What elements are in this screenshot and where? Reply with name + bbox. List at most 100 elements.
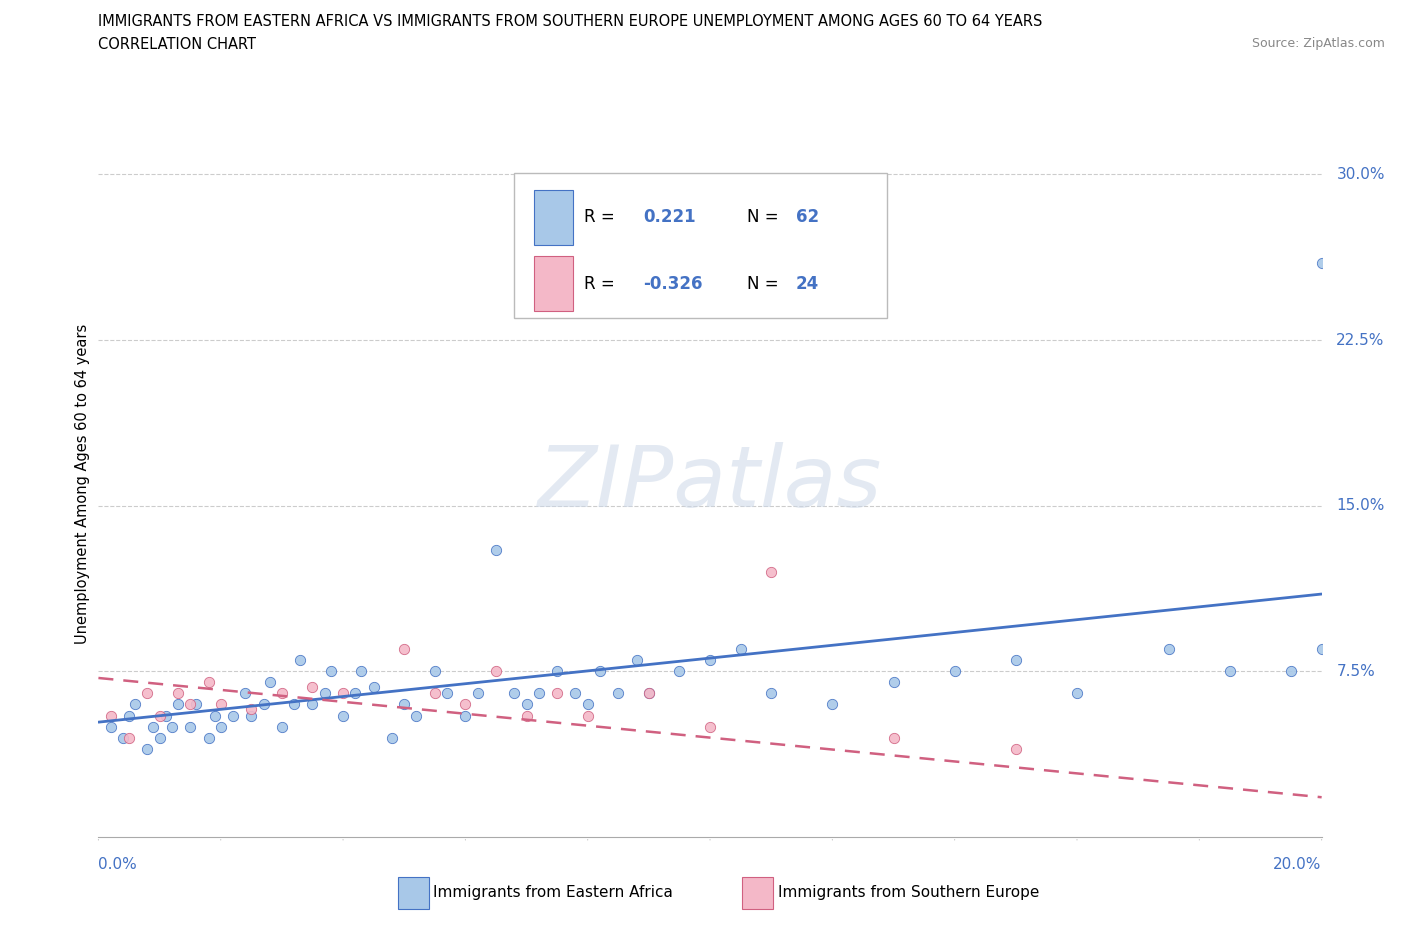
Point bbox=[124, 698, 146, 712]
Point bbox=[699, 653, 721, 668]
Text: IMMIGRANTS FROM EASTERN AFRICA VS IMMIGRANTS FROM SOUTHERN EUROPE UNEMPLOYMENT A: IMMIGRANTS FROM EASTERN AFRICA VS IMMIGR… bbox=[98, 14, 1043, 29]
Point bbox=[821, 698, 844, 712]
Point bbox=[467, 686, 489, 701]
Point bbox=[381, 730, 404, 745]
Text: 15.0%: 15.0% bbox=[1336, 498, 1385, 513]
Point bbox=[436, 686, 458, 701]
Point bbox=[576, 698, 599, 712]
Text: Source: ZipAtlas.com: Source: ZipAtlas.com bbox=[1251, 37, 1385, 50]
Point bbox=[160, 719, 183, 734]
Point bbox=[1219, 664, 1241, 679]
Text: ZIPatlas: ZIPatlas bbox=[538, 442, 882, 525]
Point bbox=[240, 708, 263, 723]
Point bbox=[179, 698, 201, 712]
Point bbox=[1066, 686, 1088, 701]
Text: Immigrants from Eastern Africa: Immigrants from Eastern Africa bbox=[433, 885, 673, 900]
Point bbox=[516, 708, 538, 723]
Point bbox=[344, 686, 367, 701]
Point bbox=[454, 698, 477, 712]
Text: N =: N = bbox=[747, 208, 779, 227]
Point bbox=[283, 698, 305, 712]
Point bbox=[405, 708, 427, 723]
Text: CORRELATION CHART: CORRELATION CHART bbox=[98, 37, 256, 52]
Point bbox=[136, 741, 159, 756]
Point bbox=[503, 686, 526, 701]
Point bbox=[252, 698, 274, 712]
Point bbox=[576, 708, 599, 723]
Point bbox=[637, 686, 661, 701]
Point bbox=[350, 664, 373, 679]
Point bbox=[759, 686, 782, 701]
Point bbox=[155, 708, 177, 723]
FancyBboxPatch shape bbox=[534, 256, 574, 312]
Point bbox=[883, 675, 905, 690]
Point bbox=[637, 686, 661, 701]
Point bbox=[943, 664, 966, 679]
Text: 0.0%: 0.0% bbox=[98, 857, 138, 871]
Point bbox=[730, 642, 752, 657]
Text: 22.5%: 22.5% bbox=[1336, 333, 1385, 348]
Point bbox=[392, 698, 416, 712]
Point bbox=[118, 730, 141, 745]
Point bbox=[392, 642, 416, 657]
Point bbox=[516, 698, 538, 712]
Text: 0.221: 0.221 bbox=[643, 208, 696, 227]
Point bbox=[209, 719, 232, 734]
Point bbox=[167, 686, 190, 701]
Point bbox=[626, 653, 648, 668]
Point bbox=[1157, 642, 1180, 657]
Point bbox=[589, 664, 612, 679]
Point bbox=[1279, 664, 1302, 679]
Y-axis label: Unemployment Among Ages 60 to 64 years: Unemployment Among Ages 60 to 64 years bbox=[75, 324, 90, 644]
FancyBboxPatch shape bbox=[534, 190, 574, 246]
Point bbox=[259, 675, 281, 690]
Point bbox=[233, 686, 256, 701]
Point bbox=[332, 708, 354, 723]
Point bbox=[485, 664, 508, 679]
Text: R =: R = bbox=[583, 208, 614, 227]
Point bbox=[197, 730, 219, 745]
Text: R =: R = bbox=[583, 274, 614, 293]
Text: Immigrants from Southern Europe: Immigrants from Southern Europe bbox=[778, 885, 1039, 900]
Point bbox=[527, 686, 550, 701]
Point bbox=[136, 686, 159, 701]
Point bbox=[100, 719, 122, 734]
Point bbox=[149, 708, 172, 723]
Point bbox=[142, 719, 165, 734]
Point bbox=[564, 686, 586, 701]
Point bbox=[290, 653, 312, 668]
Point bbox=[301, 698, 323, 712]
Point bbox=[454, 708, 477, 723]
Text: 24: 24 bbox=[796, 274, 818, 293]
Point bbox=[546, 686, 568, 701]
Point bbox=[167, 698, 190, 712]
Point bbox=[699, 719, 721, 734]
Text: 30.0%: 30.0% bbox=[1336, 166, 1385, 182]
Text: 7.5%: 7.5% bbox=[1336, 664, 1375, 679]
Point bbox=[319, 664, 342, 679]
Point bbox=[1310, 642, 1333, 657]
Point bbox=[270, 719, 292, 734]
Point bbox=[301, 679, 323, 694]
Point bbox=[186, 698, 208, 712]
Point bbox=[314, 686, 336, 701]
Text: -0.326: -0.326 bbox=[643, 274, 702, 293]
Point bbox=[607, 686, 630, 701]
Point bbox=[332, 686, 354, 701]
Point bbox=[546, 664, 568, 679]
Point bbox=[149, 730, 172, 745]
Point bbox=[363, 679, 385, 694]
Point bbox=[423, 664, 446, 679]
Point bbox=[240, 701, 263, 716]
Point bbox=[209, 698, 232, 712]
Text: 20.0%: 20.0% bbox=[1274, 857, 1322, 871]
Point bbox=[1004, 741, 1026, 756]
Point bbox=[1004, 653, 1026, 668]
Text: N =: N = bbox=[747, 274, 779, 293]
Point bbox=[100, 708, 122, 723]
Point bbox=[179, 719, 201, 734]
Point bbox=[197, 675, 219, 690]
Point bbox=[270, 686, 292, 701]
Point bbox=[668, 664, 690, 679]
Point bbox=[883, 730, 905, 745]
